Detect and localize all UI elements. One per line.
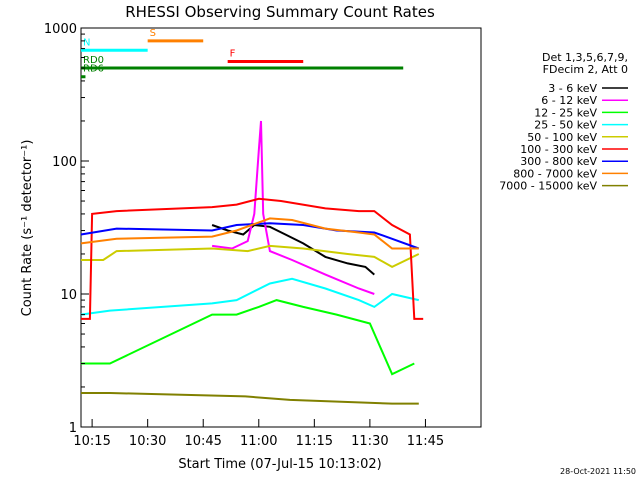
series-line: [211, 223, 375, 276]
legend-label: 50 - 100 keV: [527, 131, 597, 144]
legend-label: 800 - 7000 keV: [513, 167, 597, 180]
annotation-label: RD6: [83, 64, 104, 75]
legend-label: 12 - 25 keV: [534, 106, 597, 119]
y-tick-label: 100: [52, 155, 77, 170]
series-line: [80, 222, 420, 250]
legend-header: FDecim 2, Att 0: [543, 63, 628, 76]
chart-title: RHESSI Observing Summary Count Rates: [125, 3, 435, 21]
legend-label: 7000 - 15000 keV: [499, 180, 597, 193]
series-line: [81, 197, 424, 320]
plot-frame: [80, 27, 482, 428]
annotation-label: S: [150, 28, 156, 39]
x-tick-label: 11:30: [351, 434, 388, 449]
x-tick-label: 11:00: [240, 434, 277, 449]
series-line: [211, 120, 375, 295]
series-line: [81, 299, 415, 376]
legend-label: 6 - 12 keV: [541, 94, 597, 107]
legend-header: Det 1,3,5,6,7,9,: [542, 51, 628, 64]
x-axis-label: Start Time (07-Jul-15 10:13:02): [178, 457, 381, 472]
y-tick-label: 10: [60, 288, 77, 303]
legend-label: 300 - 800 keV: [520, 155, 597, 168]
footer-date: 28-Oct-2021 11:50: [560, 467, 636, 476]
x-tick-label: 10:30: [129, 434, 166, 449]
annotation-label: RD0: [83, 55, 104, 66]
series-line: [81, 392, 419, 405]
x-tick-label: 10:15: [73, 434, 110, 449]
x-tick-label: 11:45: [407, 434, 444, 449]
annotation-label: N: [83, 37, 90, 48]
legend-label: 100 - 300 keV: [520, 143, 597, 156]
x-tick-label: 10:45: [184, 434, 221, 449]
series-line: [80, 277, 420, 316]
annotation-label: F: [230, 48, 236, 59]
x-tick-label: 11:15: [296, 434, 333, 449]
y-tick-label: 1: [69, 421, 77, 436]
y-tick-label: 1000: [44, 22, 77, 37]
legend-label: 25 - 50 keV: [534, 119, 597, 132]
legend-label: 3 - 6 keV: [548, 82, 597, 95]
series-line: [81, 244, 420, 269]
series-line: [80, 217, 419, 250]
y-axis-label: Count Rate (s⁻¹ detector⁻¹): [20, 140, 35, 317]
